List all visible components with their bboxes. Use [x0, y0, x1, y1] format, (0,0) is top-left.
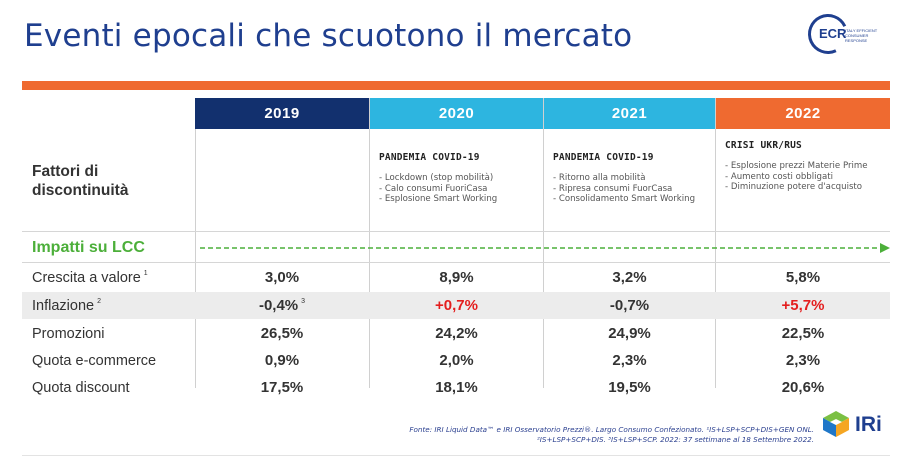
source-note: Fonte: IRI Liquid Data™ e IRI Osservator…: [320, 425, 814, 444]
table-row-ecommerce: Quota e-commerce 0,9% 2,0% 2,3% 2,3%: [22, 347, 890, 374]
event-2020: PANDEMIA COVID-19 Lockdown (stop mobilit…: [379, 152, 539, 205]
event-item: Ritorno alla mobilità: [553, 173, 713, 184]
ecr-logo-text: ECR: [819, 26, 847, 41]
event-item: Esplosione prezzi Materie Prime: [725, 161, 887, 172]
cell-value: 18,1%: [435, 379, 478, 396]
cell-value: 20,6%: [781, 379, 825, 396]
column-divider: [195, 98, 196, 388]
event-2021: PANDEMIA COVID-19 Ritorno alla mobilità …: [553, 152, 713, 205]
table-row-inflazione: Inflazione 2 -0,4% 3 +0,7% -0,7% +5,7%: [22, 292, 890, 319]
cell-value: 5,8%: [785, 269, 821, 286]
cell-value: 26,5%: [260, 325, 304, 342]
event-heading: CRISI UKR/RUS: [725, 140, 802, 151]
row-label: Inflazione 2: [32, 297, 101, 314]
footer-divider: [22, 455, 890, 456]
ecr-logo: ECR ITALY EFFICIENT CONSUMER RESPONSE: [802, 8, 884, 60]
row-divider: [22, 231, 890, 232]
ecr-logo-subtitle: ITALY EFFICIENT CONSUMER RESPONSE: [845, 28, 878, 43]
header-divider: [22, 81, 890, 90]
cell-value: 24,2%: [435, 325, 478, 342]
impacts-label: Impatti su LCC: [32, 239, 145, 256]
cell-value: 2,0%: [439, 352, 474, 369]
event-item: Lockdown (stop mobilità): [379, 173, 539, 184]
event-item: Ripresa consumi FuorCasa: [553, 184, 713, 195]
factors-label: Fattori di discontinuità: [32, 163, 129, 199]
cell-value: -0,7%: [609, 297, 650, 314]
event-item: Calo consumi FuoriCasa: [379, 184, 539, 195]
iri-logo-text: IRi: [855, 413, 882, 436]
cell-value-highlight: +0,7%: [435, 297, 478, 314]
iri-logo: IRi: [822, 410, 886, 440]
cell-value: 22,5%: [781, 325, 825, 342]
page-title: Eventi epocali che scuotono il mercato: [24, 18, 633, 54]
event-item: Diminuzione potere d'acquisto: [725, 182, 887, 193]
cell-value: 2,3%: [612, 352, 647, 369]
year-header-2019: 2019: [195, 98, 369, 129]
event-heading: PANDEMIA COVID-19: [553, 152, 654, 163]
table-row-crescita: Crescita a valore 1 3,0% 8,9% 3,2% 5,8%: [22, 264, 890, 291]
source-line: Fonte: IRI Liquid Data™ e IRI Osservator…: [409, 425, 814, 434]
cell-value: 8,9%: [439, 269, 474, 286]
cell-value-highlight: +5,7%: [781, 297, 825, 314]
cell-value: 3,0%: [264, 269, 300, 286]
event-item: Esplosione Smart Working: [379, 194, 539, 205]
event-item: Consolidamento Smart Working: [553, 194, 713, 205]
year-header-2021: 2021: [544, 98, 715, 129]
cell-value: 3,2%: [612, 269, 647, 286]
event-2022: CRISI UKR/RUS Esplosione prezzi Materie …: [725, 140, 887, 193]
iri-cube-icon: [823, 411, 849, 437]
table-row-promozioni: Promozioni 26,5% 24,2% 24,9% 22,5%: [22, 320, 890, 347]
column-divider: [369, 98, 370, 388]
dashed-arrow-icon: [200, 243, 890, 253]
event-heading: PANDEMIA COVID-19: [379, 152, 480, 163]
cell-value: 17,5%: [260, 379, 304, 396]
row-label: Quota discount: [32, 379, 130, 396]
year-header-2020: 2020: [370, 98, 543, 129]
year-header-2022: 2022: [716, 98, 890, 129]
cell-value: 2,3%: [785, 352, 821, 369]
cell-value: 19,5%: [608, 379, 651, 396]
row-label: Promozioni: [32, 325, 105, 342]
source-line: ²IS+LSP+SCP+DIS. ³IS+LSP+SCP. 2022: 37 s…: [536, 434, 814, 444]
event-item: Aumento costi obbligati: [725, 172, 887, 183]
row-label: Crescita a valore 1: [32, 269, 148, 286]
row-divider: [22, 262, 890, 263]
table-row-discount: Quota discount 17,5% 18,1% 19,5% 20,6%: [22, 374, 890, 401]
cell-value: 24,9%: [608, 325, 651, 342]
row-label: Quota e-commerce: [32, 352, 157, 369]
column-divider: [543, 98, 544, 388]
column-divider: [715, 98, 716, 388]
cell-value: -0,4% 3: [258, 297, 306, 314]
cell-value: 0,9%: [264, 352, 300, 369]
